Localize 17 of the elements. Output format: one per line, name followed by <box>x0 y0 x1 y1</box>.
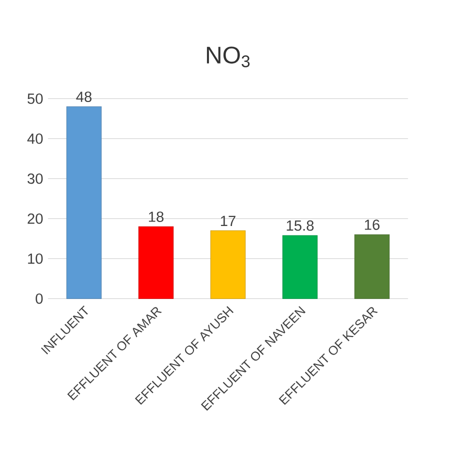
chart-title: NO$_{3}$ <box>206 46 250 68</box>
y-tick-label: 40 <box>27 133 43 144</box>
bar <box>138 226 174 299</box>
bar <box>66 106 102 299</box>
data-label: 48 <box>76 92 92 102</box>
bar <box>282 235 318 299</box>
data-label: 17 <box>220 216 236 226</box>
data-label: 18 <box>148 212 164 222</box>
y-tick-label: 0 <box>36 293 43 304</box>
y-tick-label: 50 <box>28 93 43 104</box>
y-tick-label: 20 <box>28 213 43 224</box>
data-label: 16 <box>364 220 380 230</box>
y-tick-label: 30 <box>28 173 43 184</box>
bar <box>354 234 390 299</box>
bar <box>210 230 246 299</box>
y-tick-label: 10 <box>28 253 43 264</box>
data-label: 15.8 <box>286 220 314 231</box>
